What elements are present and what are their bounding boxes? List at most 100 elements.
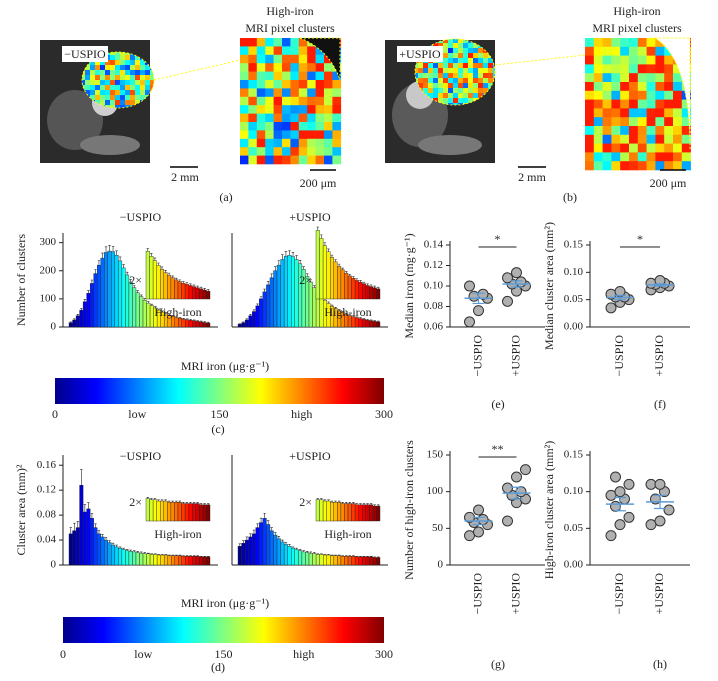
bar bbox=[192, 503, 196, 522]
pixel-cell bbox=[290, 113, 300, 123]
significance-label: * bbox=[495, 232, 501, 246]
error-bar bbox=[362, 503, 366, 505]
y-tick-label: 0.10 bbox=[564, 266, 584, 278]
bar bbox=[369, 504, 374, 522]
pixel-cell bbox=[248, 105, 258, 114]
pixel-cell bbox=[478, 93, 484, 99]
pixel-cell bbox=[307, 71, 316, 81]
pixel-cell bbox=[145, 80, 151, 86]
pixel-cell bbox=[602, 82, 612, 92]
pixel-cell bbox=[473, 83, 479, 89]
bar bbox=[365, 320, 370, 328]
pixel-cell bbox=[438, 93, 444, 99]
pixel-cell bbox=[120, 100, 126, 106]
pixel-cell bbox=[620, 134, 630, 144]
bar bbox=[326, 500, 331, 522]
pixel-cell bbox=[655, 134, 665, 144]
scale-label: 200 μm bbox=[650, 176, 687, 190]
pixel-cell bbox=[443, 68, 449, 74]
pixel-cell bbox=[428, 68, 434, 74]
pixel-cell bbox=[120, 90, 126, 96]
error-bar bbox=[189, 283, 192, 286]
bar bbox=[160, 554, 165, 566]
bar bbox=[323, 554, 327, 566]
bar bbox=[315, 554, 320, 566]
error-bar bbox=[160, 499, 164, 502]
pixel-cell bbox=[282, 138, 291, 148]
bar bbox=[185, 319, 190, 328]
pixel-cell bbox=[629, 152, 639, 162]
error-bar bbox=[359, 503, 362, 505]
pixel-cell bbox=[100, 65, 106, 71]
bar bbox=[369, 286, 374, 300]
error-bar bbox=[115, 544, 118, 547]
pixel-cell bbox=[290, 138, 300, 148]
error-bar bbox=[87, 502, 90, 509]
pixel-cell bbox=[105, 100, 111, 106]
pixel-cell bbox=[125, 65, 131, 71]
pixel-cell bbox=[448, 78, 454, 84]
pixel-cell bbox=[125, 52, 131, 56]
pixel-cell bbox=[120, 60, 126, 66]
pixel-cell bbox=[315, 80, 325, 89]
pixel-cell bbox=[273, 54, 283, 64]
panel-label: (f) bbox=[654, 397, 666, 411]
error-bar bbox=[185, 318, 189, 320]
significance-label: ** bbox=[492, 442, 504, 456]
pixel-cell bbox=[332, 105, 342, 114]
bar bbox=[273, 270, 278, 328]
pixel-cell bbox=[265, 138, 274, 148]
pixel-cell bbox=[673, 143, 683, 153]
pixel-cell bbox=[611, 38, 621, 48]
error-bar bbox=[249, 314, 252, 316]
error-bar bbox=[115, 250, 118, 256]
pixel-cell bbox=[273, 155, 283, 165]
error-bar bbox=[150, 253, 153, 257]
sem-bar bbox=[472, 292, 485, 305]
pixel-cell bbox=[458, 48, 464, 54]
pixel-cell bbox=[637, 143, 647, 153]
pixel-cell bbox=[646, 64, 656, 74]
pixel-cell bbox=[240, 38, 249, 47]
error-bar bbox=[94, 523, 97, 528]
bar bbox=[145, 498, 150, 522]
pixel-cell bbox=[611, 161, 621, 171]
bar bbox=[354, 504, 359, 522]
pixel-cell bbox=[115, 75, 121, 81]
error-bar bbox=[284, 542, 288, 545]
pixel-cell bbox=[418, 78, 424, 84]
pixel-cell bbox=[646, 73, 656, 83]
pixel-cell bbox=[150, 55, 154, 61]
error-bar bbox=[256, 523, 259, 528]
sem-bar bbox=[510, 486, 523, 500]
pixel-cell bbox=[448, 73, 454, 79]
pixel-cell bbox=[463, 53, 469, 59]
pixel-cell bbox=[611, 117, 621, 127]
image-label: −USPIO bbox=[64, 47, 106, 61]
pixel-cell bbox=[629, 126, 639, 136]
pixel-cell bbox=[637, 38, 647, 48]
error-bar bbox=[256, 303, 259, 306]
pixel-cell bbox=[673, 90, 683, 100]
pixel-cell bbox=[95, 60, 101, 66]
pixel-cell bbox=[418, 73, 424, 79]
error-bar bbox=[108, 540, 111, 543]
error-bar bbox=[97, 260, 101, 266]
pixel-cell bbox=[602, 108, 612, 118]
pixel-cell bbox=[282, 113, 291, 123]
bar bbox=[100, 257, 105, 328]
data-point bbox=[605, 302, 617, 314]
pixel-cell bbox=[135, 70, 141, 76]
error-bar bbox=[182, 317, 185, 320]
error-bar bbox=[323, 499, 327, 502]
bar bbox=[104, 252, 108, 328]
bar bbox=[177, 281, 182, 300]
pixel-cell bbox=[468, 98, 474, 104]
pixel-cell bbox=[140, 75, 146, 81]
pixel-cell bbox=[593, 117, 603, 127]
pixel-cell bbox=[681, 99, 691, 109]
inset-title: High-iron bbox=[324, 527, 371, 541]
pixel-cell bbox=[673, 108, 683, 118]
pixel-cell bbox=[256, 113, 266, 123]
bar bbox=[354, 317, 359, 328]
